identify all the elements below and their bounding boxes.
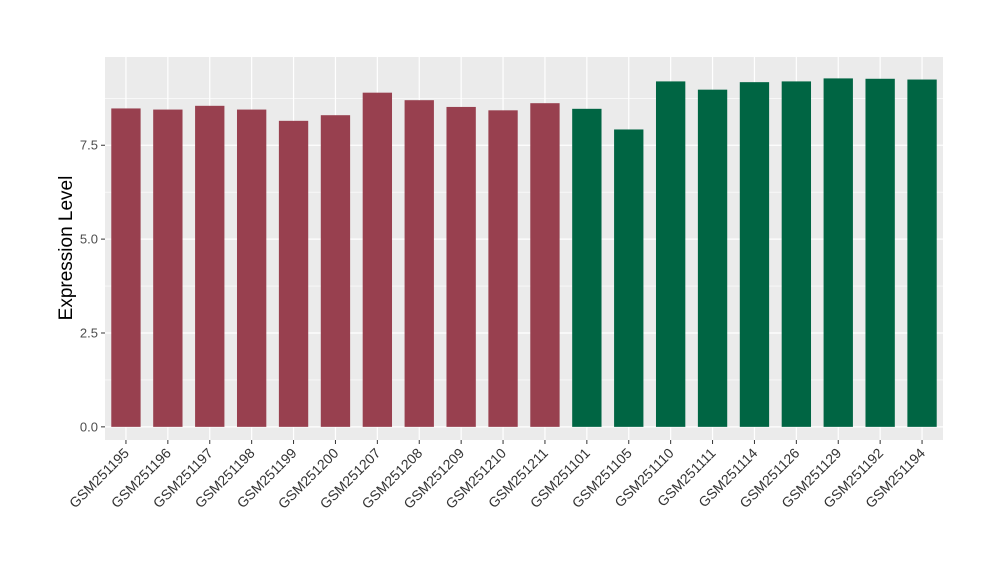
plot-background	[105, 57, 943, 440]
bar-GSM251110	[655, 81, 686, 427]
bar-GSM251105	[614, 129, 644, 427]
bar-GSM251194	[907, 79, 937, 427]
bar-GSM251196	[153, 109, 183, 427]
bar-GSM251195	[111, 108, 141, 427]
y-axis-title: Expression Level	[56, 176, 77, 321]
bar-GSM251198	[236, 109, 267, 427]
y-tick-label: 2.5	[80, 325, 98, 340]
bar-GSM251211	[530, 103, 560, 427]
bar-GSM251101	[572, 108, 602, 427]
plot-panel	[105, 57, 943, 440]
bar-GSM251192	[865, 78, 895, 427]
bars	[111, 78, 937, 427]
bar-GSM251114	[739, 82, 770, 427]
bar-GSM251129	[823, 78, 853, 427]
y-tick-label: 7.5	[80, 138, 98, 153]
bar-GSM251209	[446, 106, 476, 427]
x-axis: GSM251195GSM251196GSM251197GSM251198GSM2…	[66, 440, 928, 512]
bar-GSM251197	[195, 105, 225, 427]
bar-GSM251200	[320, 115, 351, 427]
y-axis: 0.0 2.5 5.0 7.5	[80, 138, 105, 434]
bar-GSM251111	[697, 89, 728, 427]
y-tick-label: 0.0	[80, 419, 98, 434]
bar-GSM251207	[362, 92, 393, 427]
bar-GSM251210	[488, 110, 518, 427]
bar-GSM251199	[278, 120, 309, 427]
y-tick-label: 5.0	[80, 232, 98, 247]
bar-GSM251208	[404, 100, 434, 427]
bar-GSM251126	[781, 81, 812, 427]
